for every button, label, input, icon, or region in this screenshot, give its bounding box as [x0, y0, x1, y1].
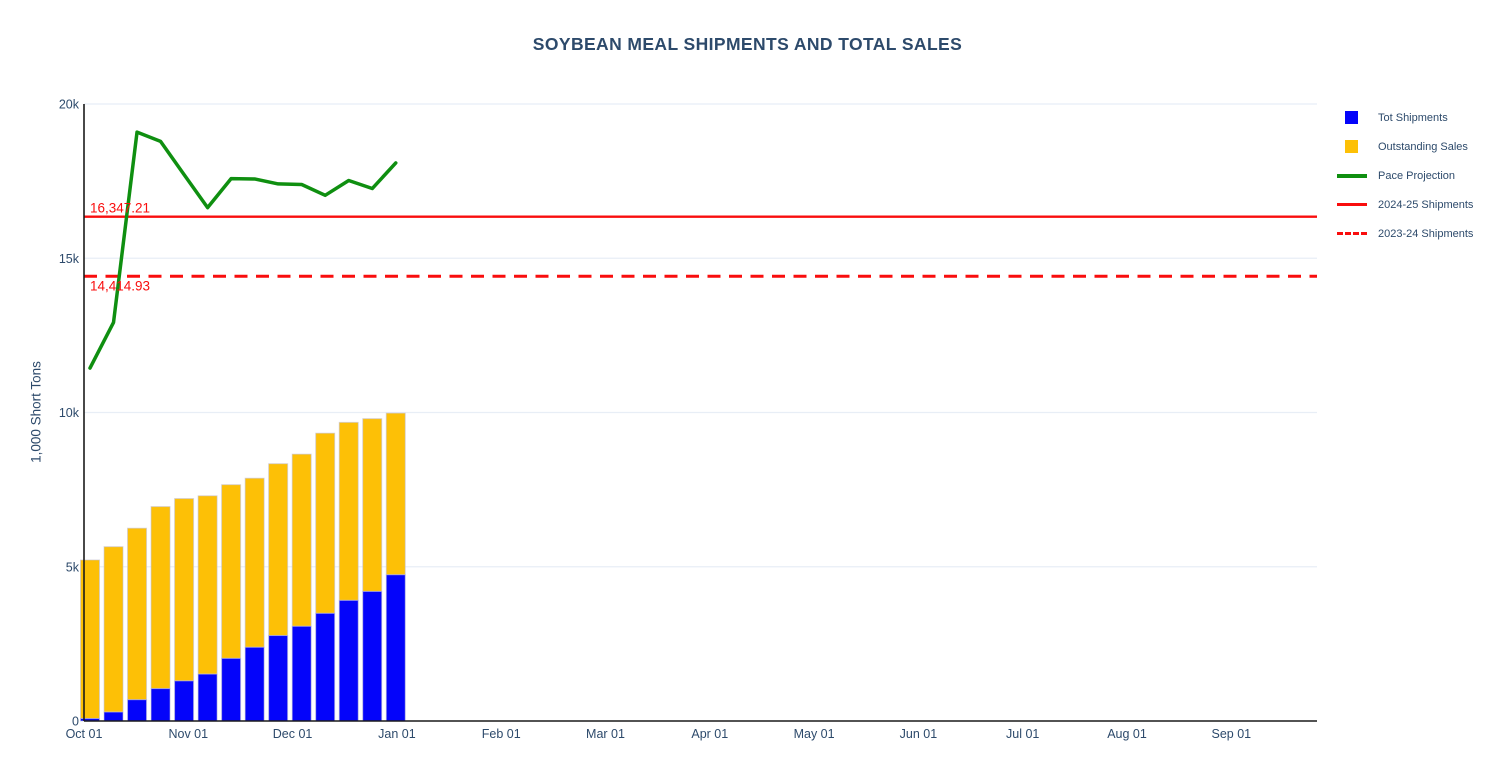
bar-outstanding-sales[interactable] [268, 463, 289, 637]
x-tick-label: Oct 01 [66, 727, 103, 741]
y-tick-label: 10k [59, 406, 80, 420]
bar-outstanding-sales[interactable] [127, 527, 148, 701]
y-tick-label: 15k [59, 252, 80, 266]
x-tick-label: Jan 01 [378, 727, 416, 741]
legend-item-outstanding-sales[interactable]: Outstanding Sales [1337, 132, 1495, 161]
bar-outstanding-sales[interactable] [197, 495, 218, 675]
y-tick-label: 20k [59, 98, 80, 112]
bar-outstanding-sales[interactable] [244, 477, 265, 648]
legend-item-2023-24-shipments[interactable]: 2023-24 Shipments [1337, 219, 1495, 248]
bar-outstanding-sales[interactable] [103, 546, 124, 713]
legend-label: Tot Shipments [1378, 111, 1448, 124]
x-tick-label: May 01 [794, 727, 835, 741]
bar-tot-shipments[interactable] [268, 635, 289, 722]
x-tick-label: Nov 01 [168, 727, 208, 741]
x-tick-label: Sep 01 [1211, 727, 1251, 741]
bar-outstanding-sales[interactable] [362, 418, 383, 592]
bar-tot-shipments[interactable] [174, 680, 195, 722]
legend-item-2024-25-shipments[interactable]: 2024-25 Shipments [1337, 190, 1495, 219]
bar-outstanding-sales[interactable] [174, 498, 195, 682]
legend-item-pace-projection[interactable]: Pace Projection [1337, 161, 1495, 190]
y-tick-label: 5k [66, 560, 80, 574]
bar-outstanding-sales[interactable] [385, 412, 406, 576]
x-tick-label: Feb 01 [482, 727, 521, 741]
x-tick-label: Jun 01 [900, 727, 938, 741]
bar-tot-shipments[interactable] [197, 673, 218, 722]
bar-outstanding-sales[interactable] [150, 506, 171, 690]
bar-outstanding-sales[interactable] [338, 421, 359, 601]
2024-25-shipments-swatch [1337, 203, 1367, 206]
legend-label: Pace Projection [1378, 169, 1456, 182]
bar-tot-shipments[interactable] [338, 599, 359, 722]
x-tick-label: Jul 01 [1006, 727, 1039, 741]
hline-label-2023-24: 14,414.93 [90, 278, 150, 293]
chart-title: SOYBEAN MEAL SHIPMENTS AND TOTAL SALES [532, 34, 963, 54]
tot-shipments-swatch [1337, 111, 1367, 124]
bar-tot-shipments[interactable] [385, 574, 406, 722]
bar-tot-shipments[interactable] [150, 688, 171, 722]
legend-label: Outstanding Sales [1378, 140, 1468, 153]
bar-tot-shipments[interactable] [127, 699, 148, 722]
x-tick-label: Apr 01 [691, 727, 728, 741]
legend-label: 2024-25 Shipments [1378, 198, 1474, 211]
bar-tot-shipments[interactable] [291, 625, 312, 722]
bar-outstanding-sales[interactable] [221, 484, 242, 659]
legend-item-tot-shipments[interactable]: Tot Shipments [1337, 103, 1495, 132]
pace-projection-line[interactable] [88, 130, 398, 370]
2023-24-shipments-swatch [1337, 232, 1367, 235]
bar-tot-shipments[interactable] [221, 657, 242, 722]
outstanding-sales-swatch [1337, 140, 1367, 153]
bar-outstanding-sales[interactable] [291, 453, 312, 627]
x-tick-label: Mar 01 [586, 727, 625, 741]
legend-label: 2023-24 Shipments [1378, 227, 1474, 240]
legend: Tot Shipments Outstanding Sales Pace Pro… [1337, 103, 1495, 248]
bar-outstanding-sales[interactable] [315, 432, 336, 614]
hline-label-2024-25: 16,347.21 [90, 201, 150, 216]
x-tick-label: Dec 01 [273, 727, 313, 741]
bar-tot-shipments[interactable] [103, 711, 124, 722]
bar-tot-shipments[interactable] [362, 590, 383, 722]
y-tick-label: 0 [72, 715, 79, 729]
x-tick-label: Aug 01 [1107, 727, 1147, 741]
bar-tot-shipments[interactable] [244, 646, 265, 722]
pace-projection-swatch [1337, 173, 1367, 178]
bar-tot-shipments[interactable] [315, 612, 336, 722]
